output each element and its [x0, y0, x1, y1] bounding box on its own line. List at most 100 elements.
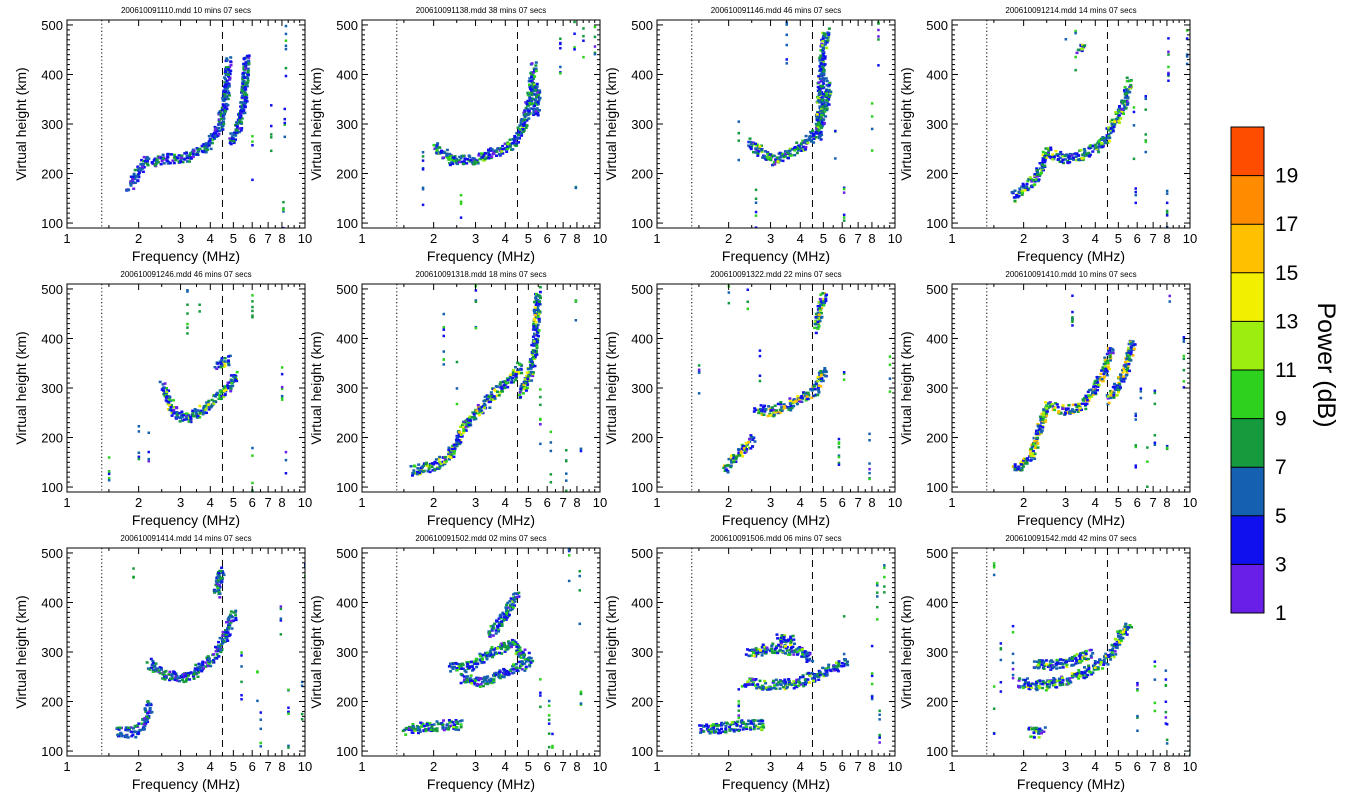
echo-pixel [1109, 396, 1113, 400]
echo-pixel [468, 415, 472, 418]
echo-pixel [194, 410, 198, 413]
x-tick-label: 8 [278, 495, 285, 510]
echo-pixel [245, 85, 249, 88]
echo-pixel [1124, 365, 1128, 369]
echo-pixel [536, 315, 540, 318]
echo-pixel [448, 162, 452, 165]
echo-pixel [776, 402, 780, 406]
echo-pixel [772, 160, 776, 164]
echo-pixel [497, 152, 501, 156]
echo-pixel [189, 671, 193, 674]
echo-pixel [1056, 158, 1060, 161]
echo-pixel [435, 149, 439, 152]
echo-pixel [1022, 459, 1025, 462]
echo-pixel [1113, 120, 1117, 123]
echo-pixel [511, 381, 515, 384]
echo-pixel [246, 67, 250, 70]
echo-pixel [224, 102, 228, 106]
echo-pixel [793, 153, 797, 157]
echo-pixel [503, 380, 507, 383]
echo-pixel [187, 674, 190, 677]
echo-pixel [515, 376, 518, 379]
echo-pixel [1091, 150, 1095, 153]
echo-pixel [153, 164, 157, 167]
echo-pixel [225, 79, 229, 83]
echo-pixel [167, 401, 171, 404]
noise-pixel [539, 403, 542, 407]
echo-pixel [224, 384, 228, 388]
echo-pixel [213, 137, 217, 140]
echo-pixel [1054, 402, 1058, 405]
echo-pixel [818, 101, 822, 104]
echo-pixel [798, 400, 802, 403]
echo-pixel [134, 730, 138, 734]
noise-pixel [837, 455, 841, 459]
panel-title: 200610091138.mdd 38 mins 07 secs [416, 6, 547, 15]
echo-pixel [245, 56, 249, 59]
echo-pixel [1041, 160, 1045, 163]
echo-pixel [464, 419, 468, 422]
noise-pixel [1134, 418, 1137, 421]
noise-pixel [442, 334, 445, 338]
echo-pixel [1015, 195, 1019, 198]
echo-pixel [136, 165, 140, 168]
echo-pixel [730, 460, 734, 464]
echo-pixel [523, 386, 527, 390]
echo-pixel [1111, 351, 1115, 355]
echo-pixel [224, 77, 227, 81]
echo-pixel [819, 49, 823, 52]
echo-pixel [537, 302, 541, 306]
echo-pixel [1090, 388, 1094, 391]
echo-pixel [139, 163, 143, 166]
echo-pixel [450, 453, 454, 456]
echo-pixel [205, 146, 209, 149]
noise-pixel [582, 39, 585, 42]
plot-area [691, 20, 880, 228]
echo-pixel [1078, 406, 1082, 410]
echo-pixel [1084, 407, 1088, 411]
noise-pixel [474, 289, 478, 292]
echo-pixel [232, 141, 236, 145]
noise-pixel [539, 423, 542, 426]
echo-pixel [818, 134, 822, 137]
echo-pixel [236, 126, 239, 129]
echo-pixel [142, 723, 146, 726]
echo-pixel [433, 468, 437, 472]
echo-pixel [1084, 394, 1088, 398]
echo-pixel [228, 615, 232, 618]
echo-pixel [416, 467, 420, 470]
echo-pixel [487, 395, 491, 398]
echo-pixel [772, 154, 776, 158]
echo-pixel [822, 69, 826, 73]
echo-pixel [126, 729, 130, 732]
echo-pixel [825, 104, 829, 107]
echo-pixel [1088, 146, 1092, 150]
echo-pixel [182, 672, 186, 676]
echo-pixel [505, 150, 509, 153]
echo-pixel [812, 134, 816, 137]
echo-pixel [1109, 392, 1113, 395]
y-axis-label: Virtual height (km) [308, 67, 324, 180]
echo-pixel [824, 77, 828, 80]
echo-pixel [198, 147, 202, 151]
echo-pixel [532, 112, 536, 115]
echo-pixel [222, 639, 226, 643]
echo-pixel [523, 121, 527, 124]
echo-pixel [505, 377, 509, 380]
echo-pixel [228, 65, 232, 69]
echo-pixel [806, 391, 810, 395]
noise-pixel [283, 121, 286, 125]
echo-pixel [507, 142, 511, 146]
echo-pixel [1035, 439, 1039, 442]
noise-pixel [459, 200, 463, 203]
noise-pixel [573, 46, 576, 49]
echo-pixel [750, 436, 754, 439]
echo-pixel [1017, 194, 1021, 198]
noise-pixel [539, 442, 542, 446]
echo-pixel [239, 109, 243, 113]
plot-frame [656, 283, 896, 493]
echo-pixel [226, 639, 230, 642]
x-tick-label: 6 [839, 231, 846, 246]
echo-pixel [230, 137, 234, 140]
echo-pixel [241, 85, 245, 88]
